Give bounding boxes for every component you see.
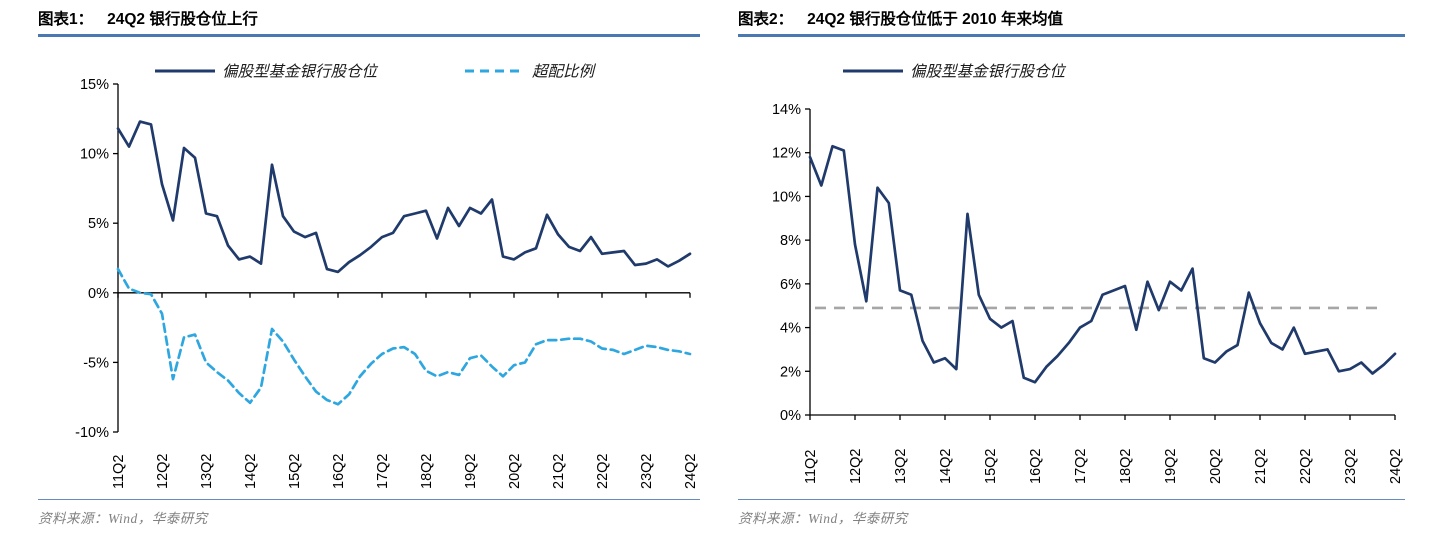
x-tick-label: 22Q2 <box>595 453 611 488</box>
x-tick-label: 17Q2 <box>1073 448 1089 483</box>
line-chart-bank-position-vs-average: 14% 12% 10% 8% 6% 4% 2% 0% 11Q2 12Q2 13Q2 14Q2 15Q2 1… <box>772 62 1404 484</box>
x-tick-label: 17Q2 <box>375 453 391 488</box>
x-tick-label: 20Q2 <box>507 453 523 488</box>
y-tick-label: 6% <box>780 276 801 292</box>
y-tick-label: 15% <box>80 77 109 93</box>
y-tick-label: -10% <box>75 425 109 441</box>
chart-card-1: 图表1： 24Q2 银行股仓位上行 15% 10% 5% 0% -5% -10% 11Q2 12… <box>38 8 700 527</box>
bottom-divider <box>738 498 1405 500</box>
x-tick-label: 14Q2 <box>243 453 259 488</box>
x-tick-label: 14Q2 <box>938 448 954 483</box>
x-tick-label: 16Q2 <box>331 453 347 488</box>
source-note: 资料来源：Wind，华泰研究 <box>738 511 908 526</box>
series-line-0 <box>808 144 1397 384</box>
y-tick-label: 5% <box>88 216 109 232</box>
legend-label-1: 超配比例 <box>532 62 597 80</box>
x-tick-label: 23Q2 <box>1343 448 1359 483</box>
chart-card-2: 图表2： 24Q2 银行股仓位低于 2010 年来均值 14% 12% 10% 8% 6%… <box>738 8 1405 527</box>
x-tick-label: 15Q2 <box>983 448 999 483</box>
bottom-divider <box>38 498 700 500</box>
x-tick-label: 18Q2 <box>1118 448 1134 483</box>
x-tick-label: 16Q2 <box>1028 448 1044 483</box>
x-tick-label: 19Q2 <box>1163 448 1179 483</box>
figure-2-title: 图表2： 24Q2 银行股仓位低于 2010 年来均值 <box>738 8 1405 34</box>
x-tick-label: 19Q2 <box>463 453 479 488</box>
y-tick-label: 0% <box>88 285 109 301</box>
line-chart-bank-position-and-overweight: 15% 10% 5% 0% -5% -10%11Q2 12Q2 13Q2 14Q2 15Q2 16Q… <box>75 62 699 489</box>
y-tick-label: -5% <box>83 355 109 371</box>
figure-2-title-text: 24Q2 银行股仓位低于 2010 年来均值 <box>807 11 1063 28</box>
title-underline <box>738 34 1405 37</box>
x-tick-label: 15Q2 <box>287 453 303 488</box>
x-tick-label: 24Q2 <box>683 453 699 488</box>
y-tick-label: 10% <box>772 189 801 205</box>
x-tick-label: 22Q2 <box>1298 448 1314 483</box>
x-tick-label: 24Q2 <box>1388 448 1404 483</box>
y-tick-label: 8% <box>780 233 801 249</box>
x-tick-label: 12Q2 <box>848 448 864 483</box>
x-tick-label: 11Q2 <box>803 449 819 483</box>
y-tick-label: 10% <box>80 146 109 162</box>
figure-1-label: 图表1： <box>38 11 94 28</box>
x-tick-label: 13Q2 <box>199 453 215 488</box>
x-tick-label: 18Q2 <box>419 453 435 488</box>
figure-2-label: 图表2： <box>738 11 794 28</box>
series-line-1 <box>116 267 692 406</box>
series-line-0 <box>116 119 692 273</box>
x-tick-label: 12Q2 <box>155 453 171 488</box>
y-tick-label: 12% <box>772 145 801 161</box>
legend-label-0: 偏股型基金银行股仓位 <box>910 62 1067 80</box>
y-tick-label: 4% <box>780 320 801 336</box>
x-tick-label: 21Q2 <box>551 453 567 488</box>
figure-1-title: 图表1： 24Q2 银行股仓位上行 <box>38 8 700 34</box>
legend-label-0: 偏股型基金银行股仓位 <box>222 62 379 80</box>
y-tick-label: 14% <box>772 102 801 118</box>
y-tick-label: 0% <box>780 408 801 424</box>
source-note: 资料来源：Wind，华泰研究 <box>38 511 208 526</box>
x-tick-label: 23Q2 <box>639 453 655 488</box>
x-tick-label: 21Q2 <box>1253 448 1269 483</box>
x-tick-label: 20Q2 <box>1208 448 1224 483</box>
x-tick-label: 11Q2 <box>111 454 127 488</box>
x-tick-label: 13Q2 <box>893 448 909 483</box>
title-underline <box>38 34 700 37</box>
figure-1-title-text: 24Q2 银行股仓位上行 <box>107 11 258 28</box>
y-tick-label: 2% <box>780 364 801 380</box>
